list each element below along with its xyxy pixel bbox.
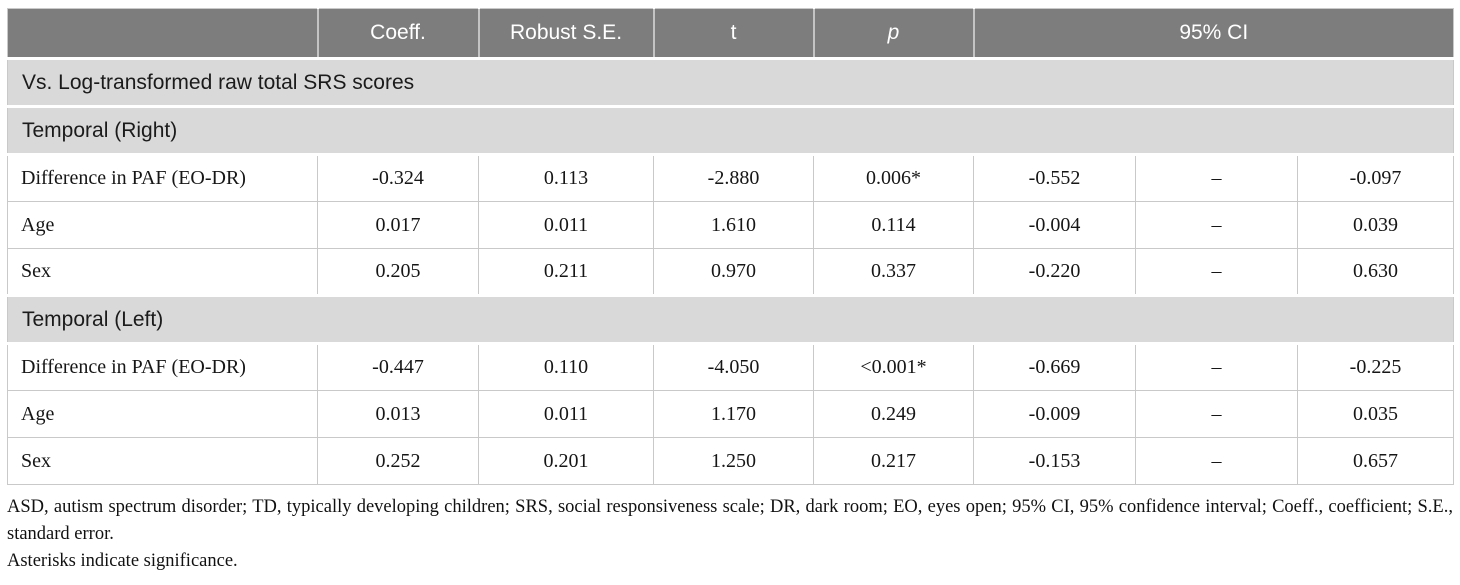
p-cell: 0.337 xyxy=(813,248,974,296)
ci-dash-cell: – xyxy=(1135,201,1298,249)
row-label-cell: Age xyxy=(7,390,318,438)
coeff-cell: 0.013 xyxy=(317,390,479,438)
table-row: Age 0.017 0.011 1.610 0.114 -0.004 – 0.0… xyxy=(7,201,1455,249)
footnote-abbreviations: ASD, autism spectrum disorder; TD, typic… xyxy=(7,497,1453,544)
se-cell: 0.011 xyxy=(478,201,654,249)
col-header-coeff: Coeff. xyxy=(316,8,479,60)
table-row: Sex 0.252 0.201 1.250 0.217 -0.153 – 0.6… xyxy=(7,437,1455,485)
section-title: Vs. Log-transformed raw total SRS scores xyxy=(7,57,1454,108)
ci-low-cell: -0.220 xyxy=(973,248,1136,296)
table-row: Difference in PAF (EO-DR) -0.324 0.113 -… xyxy=(7,154,1455,202)
col-header-robust-se: Robust S.E. xyxy=(477,8,654,60)
ci-high-cell: -0.097 xyxy=(1296,154,1455,202)
table-row: Sex 0.205 0.211 0.970 0.337 -0.220 – 0.6… xyxy=(7,248,1455,296)
se-cell: 0.011 xyxy=(478,390,654,438)
section-row-srs: Vs. Log-transformed raw total SRS scores xyxy=(7,57,1454,108)
p-cell: <0.001* xyxy=(813,343,974,391)
ci-dash-cell: – xyxy=(1135,390,1298,438)
p-cell: 0.114 xyxy=(813,201,974,249)
ci-low-cell: -0.004 xyxy=(973,201,1136,249)
t-cell: 0.970 xyxy=(653,248,814,296)
coeff-cell: -0.324 xyxy=(317,154,479,202)
ci-high-cell: 0.630 xyxy=(1296,248,1455,296)
se-cell: 0.110 xyxy=(478,343,654,391)
t-cell: 1.250 xyxy=(653,437,814,485)
ci-dash-cell: – xyxy=(1135,343,1298,391)
section-row-temporal-right: Temporal (Right) xyxy=(7,105,1454,156)
ci-high-cell: 0.039 xyxy=(1296,201,1455,249)
coeff-cell: 0.252 xyxy=(317,437,479,485)
ci-high-cell: 0.657 xyxy=(1296,437,1455,485)
row-label-cell: Sex xyxy=(7,248,318,296)
col-header-empty xyxy=(7,8,318,60)
table-footnotes: ASD, autism spectrum disorder; TD, typic… xyxy=(7,494,1453,575)
coeff-cell: 0.017 xyxy=(317,201,479,249)
section-title: Temporal (Right) xyxy=(7,105,1454,156)
col-header-ci: 95% CI xyxy=(972,8,1454,60)
row-label-cell: Sex xyxy=(7,437,318,485)
footnote-asterisks: Asterisks indicate significance. xyxy=(7,551,238,571)
ci-low-cell: -0.153 xyxy=(973,437,1136,485)
ci-dash-cell: – xyxy=(1135,248,1298,296)
table-header-row: Coeff. Robust S.E. t p 95% CI xyxy=(7,8,1454,60)
se-cell: 0.113 xyxy=(478,154,654,202)
ci-low-cell: -0.009 xyxy=(973,390,1136,438)
table-row: Difference in PAF (EO-DR) -0.447 0.110 -… xyxy=(7,343,1455,391)
p-cell: 0.217 xyxy=(813,437,974,485)
ci-high-cell: 0.035 xyxy=(1296,390,1455,438)
coeff-cell: -0.447 xyxy=(317,343,479,391)
ci-dash-cell: – xyxy=(1135,154,1298,202)
t-cell: 1.610 xyxy=(653,201,814,249)
section-row-temporal-left: Temporal (Left) xyxy=(7,294,1454,345)
row-label-cell: Difference in PAF (EO-DR) xyxy=(7,154,318,202)
t-cell: -4.050 xyxy=(653,343,814,391)
t-cell: -2.880 xyxy=(653,154,814,202)
col-header-p: p xyxy=(812,8,974,60)
t-cell: 1.170 xyxy=(653,390,814,438)
coeff-cell: 0.205 xyxy=(317,248,479,296)
p-cell: 0.249 xyxy=(813,390,974,438)
ci-low-cell: -0.552 xyxy=(973,154,1136,202)
se-cell: 0.211 xyxy=(478,248,654,296)
regression-table: Coeff. Robust S.E. t p 95% CI Vs. Log-tr… xyxy=(7,8,1455,485)
section-title: Temporal (Left) xyxy=(7,294,1454,345)
ci-dash-cell: – xyxy=(1135,437,1298,485)
ci-low-cell: -0.669 xyxy=(973,343,1136,391)
se-cell: 0.201 xyxy=(478,437,654,485)
table-row: Age 0.013 0.011 1.170 0.249 -0.009 – 0.0… xyxy=(7,390,1455,438)
row-label-cell: Difference in PAF (EO-DR) xyxy=(7,343,318,391)
ci-high-cell: -0.225 xyxy=(1296,343,1455,391)
col-header-t: t xyxy=(652,8,814,60)
row-label-cell: Age xyxy=(7,201,318,249)
p-cell: 0.006* xyxy=(813,154,974,202)
